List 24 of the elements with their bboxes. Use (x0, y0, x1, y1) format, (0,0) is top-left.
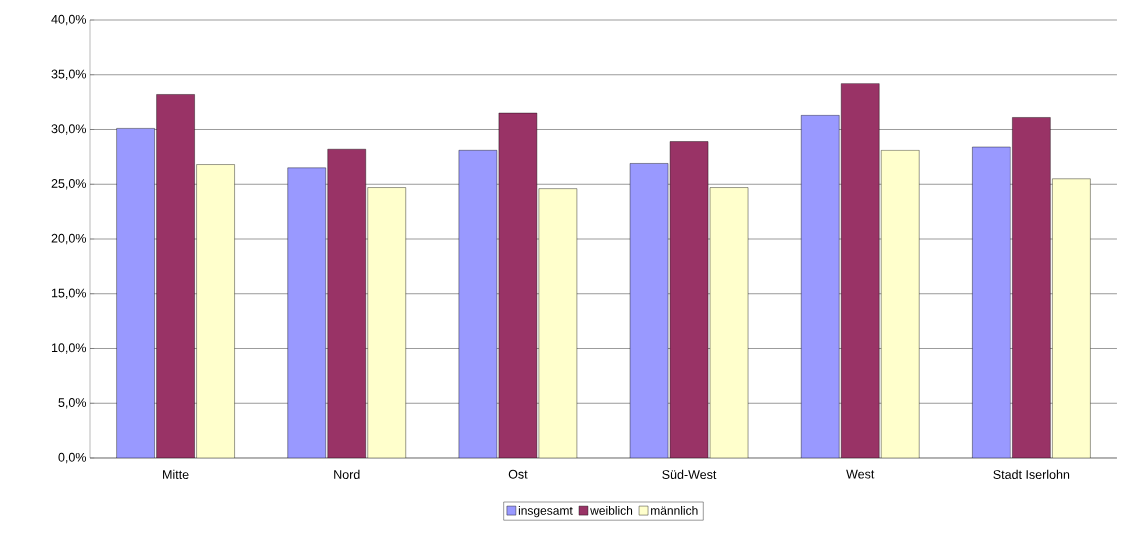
y-tick-label: 30,0% (51, 124, 87, 135)
x-tick-label: Ost (508, 469, 528, 479)
y-tick-label: 35,0% (51, 69, 87, 80)
legend-label: weiblich (590, 506, 633, 515)
y-tick-label: 40,0% (51, 14, 87, 26)
x-tick-label: Stadt Iserlohn (993, 469, 1070, 479)
x-tick-label: Nord (334, 469, 360, 479)
y-tick-label: 20,0% (51, 233, 87, 245)
legend-label: insgesamt (518, 506, 573, 518)
x-tick-label: Süd-West (662, 469, 717, 479)
y-tick-label: 10,0% (51, 343, 87, 354)
bar (629, 163, 669, 458)
legend-label: männlich (651, 506, 698, 515)
y-tick-label: 25,0% (51, 179, 87, 190)
y-tick-label: 5,0% (58, 398, 87, 409)
x-tick-label: Mitte (163, 469, 189, 479)
bar (801, 115, 840, 458)
bar (287, 167, 326, 458)
bar (116, 128, 155, 458)
x-tick-label: West (846, 469, 875, 479)
bar (972, 146, 1011, 458)
y-tick-label: 0,0% (58, 452, 87, 464)
y-tick-label: 15,0% (51, 288, 87, 299)
bar (458, 150, 498, 458)
